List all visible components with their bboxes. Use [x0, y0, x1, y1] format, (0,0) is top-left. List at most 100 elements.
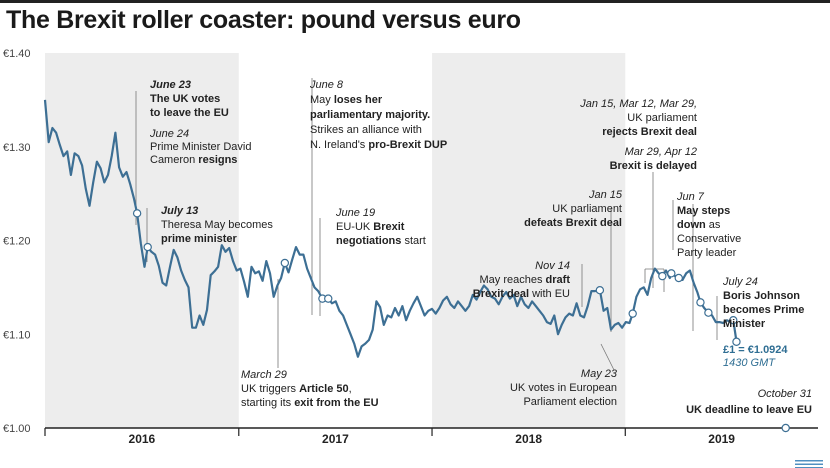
- annotation-text-line: £1 = €1.0924: [723, 344, 788, 356]
- annotation-text-line: Prime Minister David: [150, 141, 251, 153]
- annotation-text-run: Mar 29, Apr 12: [625, 146, 697, 158]
- annotation-text-line: The UK votes: [150, 93, 220, 105]
- annotation-text-line: UK deadline to leave EU: [686, 404, 812, 416]
- y-tick-label: €1.40: [3, 48, 31, 60]
- annotation-text-run: prime minister: [161, 233, 238, 245]
- annotation-text-run: to leave the EU: [150, 107, 229, 119]
- annotation-11: Jun 7 May steps down as Conservative Party l…: [676, 191, 741, 259]
- annotation-13: May 23 UK votes in European Parliament ele…: [510, 368, 618, 408]
- event-marker: [324, 294, 333, 303]
- annotation-text-run: UK triggers: [241, 383, 299, 395]
- annotation-text-line: Nov 14: [535, 260, 570, 272]
- event-marker: [704, 308, 713, 317]
- annotation-text-line: UK votes in European: [510, 382, 617, 394]
- annotation-text-run: Brexit is delayed: [610, 160, 697, 172]
- annotation-text-run: pro-Brexit DUP: [368, 139, 447, 151]
- annotation-text-run: defeats Brexit deal: [524, 217, 622, 229]
- annotation-text-line: June 24: [149, 128, 189, 140]
- annotation-text-run: UK votes in European: [510, 382, 617, 394]
- annotation-text-run: UK deadline to leave EU: [686, 404, 812, 416]
- annotation-text-line: EU-UK Brexit: [336, 221, 405, 233]
- event-marker: [658, 271, 667, 281]
- annotation-text-line: Strikes an alliance with: [310, 124, 422, 136]
- annotation-text-run: rejects Brexit deal: [602, 126, 697, 138]
- annotation-text-line: Brexit deal with EU: [473, 288, 570, 300]
- annotation-text-run: start: [401, 235, 425, 247]
- annotation-text-run: EU-UK: [336, 221, 373, 233]
- annotation-text-run: July 13: [161, 205, 198, 217]
- annotation-text-line: May steps: [677, 205, 730, 217]
- event-marker: [674, 273, 683, 283]
- annotation-8: Jan 15 UK parliament defeats Brexit deal: [524, 189, 623, 229]
- annotation-text-line: Brexit is delayed: [610, 160, 697, 172]
- y-tick-label: €1.30: [3, 142, 31, 154]
- annotation-text-run: Nov 14: [535, 260, 570, 272]
- annotation-text-run: Strikes an alliance with: [310, 124, 422, 136]
- annotation-text-line: July 24: [722, 276, 758, 288]
- annotation-text-line: March 29: [241, 369, 287, 381]
- annotation-text-run: loses her: [334, 94, 383, 106]
- annotation-9: Jan 15, Mar 12, Mar 29, UK parliament reje…: [579, 98, 697, 138]
- annotation-text-run: negotiations: [336, 235, 401, 247]
- annotation-6: March 29 UK triggers Article 50, starting …: [241, 369, 379, 409]
- event-marker: [143, 242, 152, 252]
- annotation-text-line: Conservative: [677, 233, 741, 245]
- annotation-text-line: to leave the EU: [150, 107, 229, 119]
- annotation-text-line: Mar 29, Apr 12: [625, 146, 697, 158]
- annotation-text-line: becomes Prime: [723, 304, 804, 316]
- annotation-text-line: May reaches draft: [480, 274, 571, 286]
- y-tick-label: €1.00: [3, 423, 31, 435]
- annotation-12: July 24 Boris Johnson becomes Prime Ministe…: [722, 276, 804, 330]
- x-tick-label-2017: 2017: [322, 432, 349, 446]
- annotation-text-run: May reaches: [480, 274, 546, 286]
- annotation-text-run: Party leader: [677, 247, 737, 259]
- annotation-text-line: starting its exit from the EU: [241, 397, 379, 409]
- event-marker: [781, 423, 790, 433]
- x-tick-label-2019: 2019: [708, 432, 735, 446]
- annotation-text-line: Cameron resigns: [150, 154, 237, 166]
- annotation-1: June 23 The UK votes to leave the EU: [150, 79, 229, 119]
- annotation-text-run: UK parliament: [627, 112, 697, 124]
- annotation-text-run: July 24: [722, 276, 758, 288]
- annotation-text-line: Jan 15, Mar 12, Mar 29,: [579, 98, 697, 110]
- annotation-3: July 13 Theresa May becomes prime minister: [161, 205, 273, 245]
- annotation-text-run: resigns: [198, 154, 237, 166]
- annotation-text-run: Theresa May becomes: [161, 219, 273, 231]
- x-tick-label-2018: 2018: [515, 432, 542, 446]
- annotation-text-run: June 19: [335, 207, 375, 219]
- annotation-text-run: starting its: [241, 397, 294, 409]
- annotation-text-run: Conservative: [677, 233, 741, 245]
- year-band-2018: [432, 53, 626, 428]
- annotation-text-line: May loses her: [310, 94, 383, 106]
- annotation-text-line: defeats Brexit deal: [524, 217, 622, 229]
- annotation-text-line: Jun 7: [676, 191, 705, 203]
- annotation-text-line: June 23: [150, 79, 191, 91]
- y-tick-label: €1.10: [3, 329, 31, 341]
- annotation-text-run: Brexit: [373, 221, 405, 233]
- annotation-text-run: The UK votes: [150, 93, 220, 105]
- event-marker: [696, 298, 705, 307]
- x-tick-label-2016: 2016: [129, 432, 156, 446]
- annotation-text-line: Boris Johnson: [723, 290, 800, 302]
- event-marker: [732, 337, 741, 346]
- annotation-text-line: down as: [677, 219, 721, 231]
- annotation-text-run: 1430 GMT: [723, 357, 776, 369]
- annotation-text-run: Jun 7: [676, 191, 705, 203]
- annotation-text-run: Article 50: [299, 383, 349, 395]
- annotation-text-line: Minister: [723, 318, 766, 330]
- annotation-7: Nov 14 May reaches draft Brexit deal with …: [473, 260, 571, 300]
- annotation-text-run: June 24: [149, 128, 189, 140]
- annotation-text-run: Cameron: [150, 154, 198, 166]
- annotation-text-run: June 23: [150, 79, 191, 91]
- annotation-text-line: UK parliament: [552, 203, 622, 215]
- event-marker: [729, 315, 738, 325]
- annotation-text-run: March 29: [241, 369, 287, 381]
- annotation-text-run: Minister: [723, 318, 766, 330]
- annotation-text-run: UK parliament: [552, 203, 622, 215]
- annotation-text-run: as: [706, 219, 721, 231]
- annotation-text-run: draft: [546, 274, 571, 286]
- annotation-text-run: Prime Minister David: [150, 141, 251, 153]
